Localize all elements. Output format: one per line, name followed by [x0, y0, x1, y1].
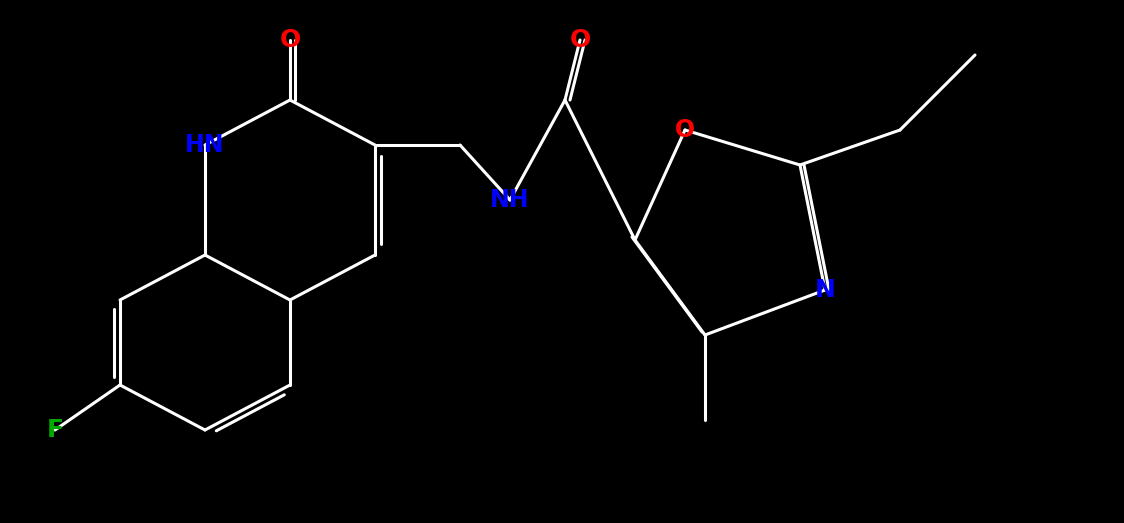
Text: N: N	[815, 278, 835, 302]
Text: O: O	[280, 28, 300, 52]
Text: O: O	[570, 28, 590, 52]
Text: O: O	[674, 118, 695, 142]
Text: NH: NH	[490, 188, 529, 212]
Text: HN: HN	[185, 133, 225, 157]
Text: F: F	[46, 418, 63, 442]
